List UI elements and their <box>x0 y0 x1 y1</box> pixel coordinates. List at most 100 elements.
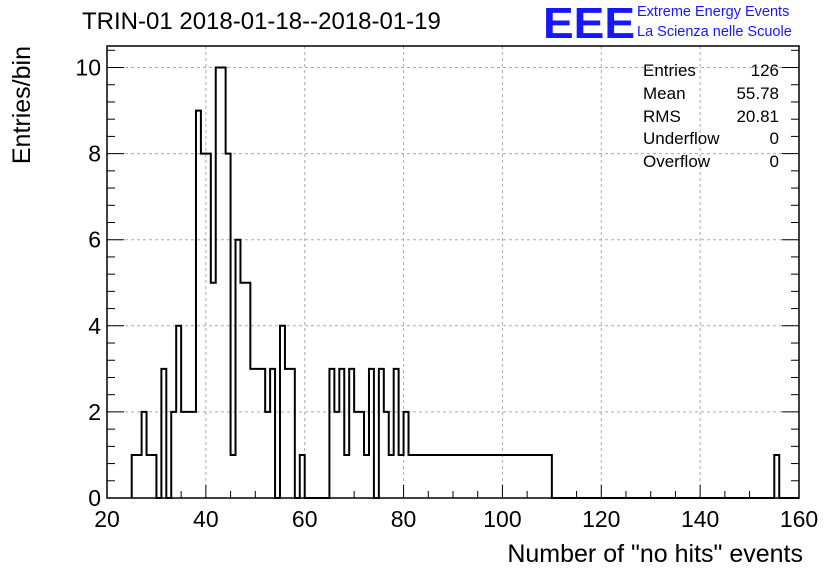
stats-label: RMS <box>643 106 681 126</box>
x-tick-label: 40 <box>193 506 219 532</box>
stats-label: Underflow <box>643 129 720 149</box>
y-tick-label: 2 <box>88 399 101 425</box>
histogram-bin <box>389 455 394 498</box>
histogram-bin <box>186 412 191 498</box>
histogram-bin <box>418 455 423 498</box>
histogram-bin <box>329 369 334 498</box>
histogram-bin <box>364 455 369 498</box>
histogram-bin <box>542 455 547 498</box>
stats-box: Entries 126 Mean 55.78 RMS 20.81 Underfl… <box>643 60 779 174</box>
histogram-bin <box>216 68 221 498</box>
histogram-bin <box>488 455 493 498</box>
histogram-bin <box>547 455 552 498</box>
histogram-bin <box>493 455 498 498</box>
histogram-bin <box>448 455 453 498</box>
histogram-bin <box>473 455 478 498</box>
histogram-bin <box>255 369 260 498</box>
histogram-bin <box>240 283 245 498</box>
stats-label: Overflow <box>643 152 711 172</box>
svg-text:EEE: EEE <box>543 2 635 42</box>
histogram-bin <box>339 369 344 498</box>
histogram-bin <box>458 455 463 498</box>
histogram-bin <box>285 369 290 498</box>
histogram-bin <box>497 455 502 498</box>
histogram-bin <box>502 455 507 498</box>
logo-line-1: Extreme Energy Events <box>637 4 790 20</box>
histogram-bin <box>300 455 305 498</box>
stats-value: 0 <box>769 152 779 172</box>
histogram-bin <box>344 455 349 498</box>
histogram-bin <box>201 154 206 498</box>
stats-row-underflow: Underflow 0 <box>643 128 779 151</box>
stats-label: Mean <box>643 83 686 103</box>
histogram-bin <box>196 111 201 498</box>
eee-logo-icon: EEE <box>543 2 635 42</box>
histogram-bin <box>171 412 176 498</box>
x-tick-label: 140 <box>681 506 719 532</box>
y-axis-label: Entries/bin <box>8 46 36 164</box>
stats-value: 126 <box>750 61 779 80</box>
histogram-bin <box>527 455 532 498</box>
stats-value: 20.81 <box>736 106 779 126</box>
histogram-bin <box>137 455 142 498</box>
histogram-bin <box>226 154 231 498</box>
histogram-bin <box>413 455 418 498</box>
stats-value: 55.78 <box>736 83 779 103</box>
y-tick-label: 8 <box>88 141 101 167</box>
histogram-bin <box>468 455 473 498</box>
histogram-bin <box>438 455 443 498</box>
histogram-bin <box>774 455 779 498</box>
x-axis-label: Number of "no hits" events <box>507 540 803 568</box>
chart-title: TRIN-01 2018-01-18--2018-01-19 <box>82 8 441 35</box>
histogram-bin <box>463 455 468 498</box>
histogram-bin <box>532 455 537 498</box>
histogram-bin <box>433 455 438 498</box>
y-tick-labels: 0 2 4 6 8 10 <box>75 55 101 511</box>
y-tick-label: 4 <box>88 313 101 339</box>
x-tick-label: 100 <box>483 506 521 532</box>
histogram-bin <box>236 240 241 498</box>
stats-row-overflow: Overflow 0 <box>643 151 779 174</box>
histogram-bin <box>290 369 295 498</box>
x-tick-labels: 20 40 60 80 100 120 140 160 <box>94 506 818 532</box>
histogram-bin <box>280 326 285 498</box>
histogram-bin <box>132 455 137 498</box>
histogram-bin <box>428 455 433 498</box>
histogram-bin <box>443 455 448 498</box>
x-tick-label: 120 <box>582 506 620 532</box>
y-tick-label: 10 <box>75 55 101 81</box>
x-tick-label: 80 <box>391 506 417 532</box>
axis-ticks <box>106 49 800 499</box>
histogram-bin <box>379 369 384 498</box>
histogram-bin <box>537 455 542 498</box>
histogram-bin <box>151 455 156 498</box>
histogram-bin <box>369 369 374 498</box>
stats-row-rms: RMS 20.81 <box>643 106 779 129</box>
histogram-bin <box>399 455 404 498</box>
x-tick-label: 20 <box>94 506 120 532</box>
histogram-bin <box>181 412 186 498</box>
histogram-bin <box>512 455 517 498</box>
x-tick-label: 160 <box>780 506 818 532</box>
histogram-bin <box>147 455 152 498</box>
histogram-bin <box>349 369 354 498</box>
histogram-bin <box>245 283 250 498</box>
histogram-bin <box>211 283 216 498</box>
y-tick-label: 0 <box>88 485 101 511</box>
histogram-bin <box>404 412 409 498</box>
x-tick-label: 60 <box>292 506 318 532</box>
histogram-bin <box>161 369 166 498</box>
histogram-bin <box>483 455 488 498</box>
histogram-bin <box>522 455 527 498</box>
histogram-bin <box>176 326 181 498</box>
histogram-bin <box>142 412 147 498</box>
logo-line-2: La Scienza nelle Scuole <box>637 24 792 40</box>
histogram-bin <box>394 369 399 498</box>
histogram-bin <box>334 412 339 498</box>
histogram-bin <box>270 369 275 498</box>
histogram-bin <box>354 412 359 498</box>
histogram-bin <box>409 455 414 498</box>
histogram-bin <box>250 369 255 498</box>
stats-label: Entries <box>643 61 696 80</box>
